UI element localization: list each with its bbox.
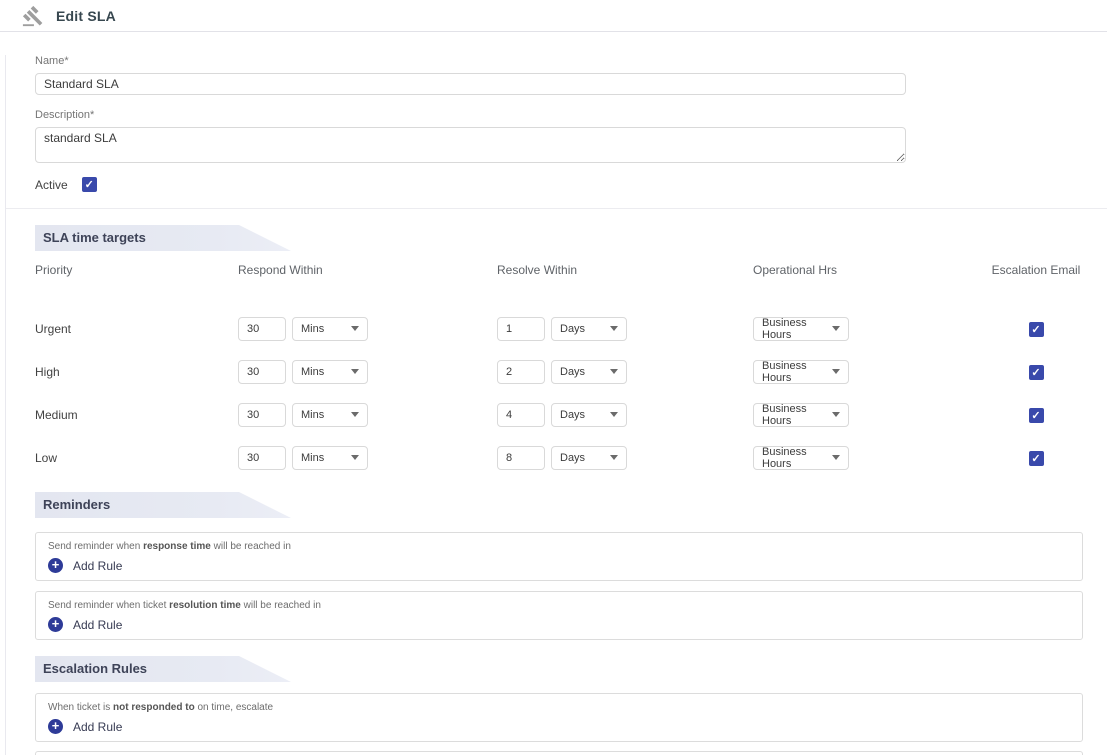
operational-hours-select[interactable]: Business Hours xyxy=(753,359,849,384)
chevron-down-icon xyxy=(832,455,840,460)
reminder-response-rule-box: Send reminder when response time will be… xyxy=(35,532,1083,581)
resolve-value-input[interactable] xyxy=(497,445,545,470)
gavel-icon xyxy=(22,5,43,26)
chevron-down-icon xyxy=(351,326,359,331)
table-row-medium: Medium Mins Days Business Hours xyxy=(35,393,1082,436)
chevron-down-icon xyxy=(610,369,618,374)
table-row-low: Low Mins Days Business Hours xyxy=(35,436,1082,479)
column-priority: Priority xyxy=(35,263,73,277)
resolve-unit-select[interactable]: Days xyxy=(551,316,627,341)
chevron-down-icon xyxy=(351,369,359,374)
respond-value-input[interactable] xyxy=(238,316,286,341)
chevron-down-icon xyxy=(832,369,840,374)
column-respond-within: Respond Within xyxy=(238,263,323,277)
operational-hours-select[interactable]: Business Hours xyxy=(753,402,849,427)
edit-sla-form: Name* Description* standard SLA Active S… xyxy=(5,55,1107,755)
reminder-resolution-rule-box: Send reminder when ticket resolution tim… xyxy=(35,591,1083,640)
rule-description: When ticket is not responded to on time,… xyxy=(48,702,274,713)
column-resolve-within: Resolve Within xyxy=(497,263,578,277)
respond-unit-select[interactable]: Mins xyxy=(292,402,368,427)
column-escalation-email: Escalation Email xyxy=(991,263,1081,277)
priority-label: Low xyxy=(35,450,58,465)
section-header-escalation-rules: Escalation Rules xyxy=(35,656,291,682)
respond-value-input[interactable] xyxy=(238,445,286,470)
description-label: Description* xyxy=(35,109,95,121)
add-circle-icon: + xyxy=(48,558,63,573)
chevron-down-icon xyxy=(351,412,359,417)
add-rule-button[interactable]: + Add Rule xyxy=(48,719,122,734)
divider xyxy=(6,208,1107,209)
chevron-down-icon xyxy=(832,412,840,417)
operational-hours-select[interactable]: Business Hours xyxy=(753,316,849,341)
section-header-reminders: Reminders xyxy=(35,492,291,518)
time-targets-header-row: Priority Respond Within Resolve Within O… xyxy=(35,263,1082,277)
name-label: Name* xyxy=(35,55,69,67)
rule-description: Send reminder when response time will be… xyxy=(48,541,291,552)
add-circle-icon: + xyxy=(48,719,63,734)
chevron-down-icon xyxy=(832,326,840,331)
respond-unit-select[interactable]: Mins xyxy=(292,359,368,384)
add-circle-icon: + xyxy=(48,617,63,632)
resolve-value-input[interactable] xyxy=(497,316,545,341)
escalation-resolution-rule-box: When ticket is not resolved on time, esc… xyxy=(35,751,1083,755)
escalation-email-checkbox[interactable] xyxy=(1028,321,1044,337)
resolve-value-input[interactable] xyxy=(497,359,545,384)
active-checkbox[interactable] xyxy=(81,177,97,192)
active-label: Active xyxy=(35,177,68,192)
priority-label: Urgent xyxy=(35,321,72,336)
name-input[interactable] xyxy=(35,73,906,95)
priority-label: High xyxy=(35,364,60,379)
add-rule-button[interactable]: + Add Rule xyxy=(48,558,122,573)
priority-label: Medium xyxy=(35,407,78,422)
column-operational-hrs: Operational Hrs xyxy=(753,263,838,277)
chevron-down-icon xyxy=(351,455,359,460)
escalation-email-checkbox[interactable] xyxy=(1028,450,1044,466)
description-input[interactable]: standard SLA xyxy=(35,127,906,163)
escalation-email-checkbox[interactable] xyxy=(1028,364,1044,380)
rule-description: Send reminder when ticket resolution tim… xyxy=(48,600,321,611)
resolve-unit-select[interactable]: Days xyxy=(551,445,627,470)
page-title: Edit SLA xyxy=(56,7,116,24)
resolve-unit-select[interactable]: Days xyxy=(551,359,627,384)
operational-hours-select[interactable]: Business Hours xyxy=(753,445,849,470)
chevron-down-icon xyxy=(610,326,618,331)
escalation-response-rule-box: When ticket is not responded to on time,… xyxy=(35,693,1083,742)
respond-value-input[interactable] xyxy=(238,359,286,384)
table-row-urgent: Urgent Mins Days Business Hours xyxy=(35,307,1082,350)
section-header-sla-time-targets: SLA time targets xyxy=(35,225,291,251)
respond-value-input[interactable] xyxy=(238,402,286,427)
chevron-down-icon xyxy=(610,455,618,460)
respond-unit-select[interactable]: Mins xyxy=(292,445,368,470)
resolve-unit-select[interactable]: Days xyxy=(551,402,627,427)
resolve-value-input[interactable] xyxy=(497,402,545,427)
respond-unit-select[interactable]: Mins xyxy=(292,316,368,341)
escalation-email-checkbox[interactable] xyxy=(1028,407,1044,423)
table-row-high: High Mins Days Business Hours xyxy=(35,350,1082,393)
page-header: Edit SLA xyxy=(0,0,1107,32)
chevron-down-icon xyxy=(610,412,618,417)
add-rule-button[interactable]: + Add Rule xyxy=(48,617,122,632)
